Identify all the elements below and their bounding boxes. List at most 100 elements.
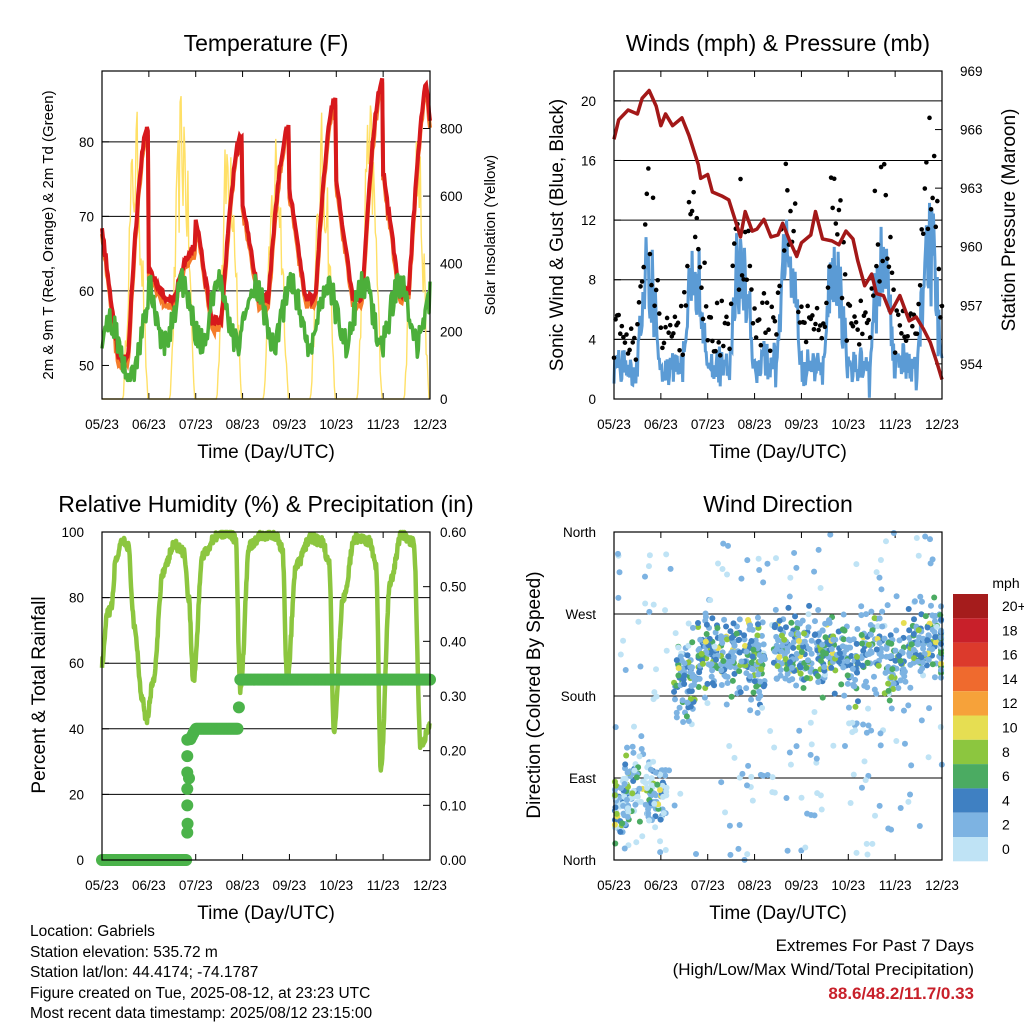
gust-point bbox=[719, 298, 725, 304]
direction-point bbox=[654, 781, 661, 788]
gust-point bbox=[914, 331, 920, 337]
temperature-ytick-label: 80 bbox=[79, 135, 94, 150]
gust-point bbox=[642, 222, 648, 227]
direction-point bbox=[776, 653, 783, 660]
direction-point bbox=[888, 674, 895, 681]
direction-point bbox=[778, 648, 785, 655]
recent-timestamp: Most recent data timestamp: 2025/08/12 2… bbox=[30, 1005, 373, 1022]
direction-point bbox=[773, 646, 780, 653]
direction-point bbox=[889, 666, 896, 673]
direction-point bbox=[724, 679, 731, 686]
direction-point bbox=[642, 600, 649, 607]
gust-point bbox=[696, 246, 701, 252]
direction-point bbox=[735, 637, 742, 644]
direction-point bbox=[721, 616, 728, 623]
gust-point bbox=[744, 277, 750, 283]
direction-point bbox=[854, 660, 861, 667]
direction-point bbox=[870, 673, 877, 680]
direction-point bbox=[646, 608, 653, 615]
direction-point bbox=[906, 627, 913, 634]
direction-point bbox=[871, 615, 878, 622]
direction-ytick-label: West bbox=[565, 607, 596, 622]
direction-point bbox=[784, 645, 791, 652]
direction-point bbox=[719, 566, 726, 573]
gust-point bbox=[660, 345, 665, 351]
gust-point bbox=[630, 340, 636, 345]
direction-ytick-label: North bbox=[563, 525, 596, 540]
direction-point bbox=[879, 623, 886, 630]
direction-point bbox=[726, 742, 733, 749]
gust-point bbox=[667, 322, 673, 328]
gust-point bbox=[666, 330, 671, 336]
direction-point bbox=[918, 598, 925, 605]
direction-point bbox=[821, 663, 828, 670]
direction-point bbox=[868, 727, 875, 734]
winds-xtick-label: 08/23 bbox=[738, 417, 772, 432]
direction-point bbox=[707, 597, 714, 604]
humidity-xtick-label: 12/23 bbox=[413, 878, 447, 893]
direction-point bbox=[885, 825, 892, 832]
direction-point bbox=[651, 800, 658, 807]
direction-point bbox=[650, 758, 657, 765]
gust-point bbox=[811, 327, 817, 332]
sonic-wind-line bbox=[612, 202, 944, 398]
direction-point bbox=[895, 685, 902, 692]
direction-point bbox=[673, 714, 680, 721]
direction-point bbox=[795, 631, 802, 638]
direction-point bbox=[917, 668, 924, 675]
direction-point bbox=[736, 649, 743, 656]
direction-point bbox=[681, 672, 688, 679]
direction-point bbox=[733, 630, 740, 637]
direction-point bbox=[699, 660, 706, 667]
winds-title: Winds (mph) & Pressure (mb) bbox=[626, 30, 930, 56]
direction-point bbox=[819, 627, 826, 634]
direction-point bbox=[726, 822, 733, 829]
direction-point bbox=[623, 752, 630, 759]
direction-point bbox=[815, 679, 822, 686]
direction-point bbox=[652, 824, 659, 831]
direction-point bbox=[695, 684, 702, 691]
direction-point bbox=[920, 641, 927, 648]
temperature-xtick-label: 06/23 bbox=[132, 417, 166, 432]
direction-point bbox=[869, 627, 876, 634]
direction-point bbox=[938, 660, 945, 667]
direction-point bbox=[931, 674, 938, 681]
direction-point bbox=[644, 785, 651, 792]
direction-point bbox=[760, 579, 767, 586]
direction-point bbox=[645, 810, 652, 817]
gust-point bbox=[664, 315, 670, 321]
direction-point bbox=[890, 680, 897, 687]
direction-point bbox=[704, 680, 711, 687]
direction-point bbox=[938, 628, 945, 635]
precipitation-point bbox=[181, 766, 194, 779]
direction-point bbox=[742, 642, 749, 649]
direction-point bbox=[685, 620, 692, 627]
direction-point bbox=[881, 635, 888, 642]
direction-point bbox=[812, 631, 819, 638]
dewpoint-2m-line bbox=[100, 268, 432, 383]
direction-point bbox=[792, 613, 799, 620]
direction-point bbox=[757, 771, 764, 778]
direction-point bbox=[754, 709, 761, 716]
direction-point bbox=[873, 646, 880, 653]
direction-point bbox=[892, 647, 899, 654]
direction-point bbox=[652, 813, 659, 820]
gust-point bbox=[816, 327, 821, 333]
direction-ytick-label: South bbox=[561, 689, 596, 704]
direction-point bbox=[893, 593, 900, 600]
direction-point bbox=[785, 604, 792, 611]
direction-point bbox=[632, 801, 639, 808]
direction-point bbox=[617, 828, 624, 835]
direction-point bbox=[893, 737, 900, 744]
winds-ytick-label: 12 bbox=[581, 213, 596, 228]
direction-point bbox=[860, 721, 867, 728]
direction-point bbox=[720, 658, 727, 665]
direction-point bbox=[712, 656, 719, 663]
gust-point bbox=[883, 192, 889, 198]
gust-point bbox=[652, 303, 657, 309]
humidity-xtick-label: 09/23 bbox=[273, 878, 307, 893]
station-info: Location: Gabriels Station elevation: 53… bbox=[30, 922, 372, 1025]
gust-point bbox=[766, 327, 771, 332]
direction-point bbox=[709, 680, 716, 687]
direction-point bbox=[798, 794, 805, 801]
